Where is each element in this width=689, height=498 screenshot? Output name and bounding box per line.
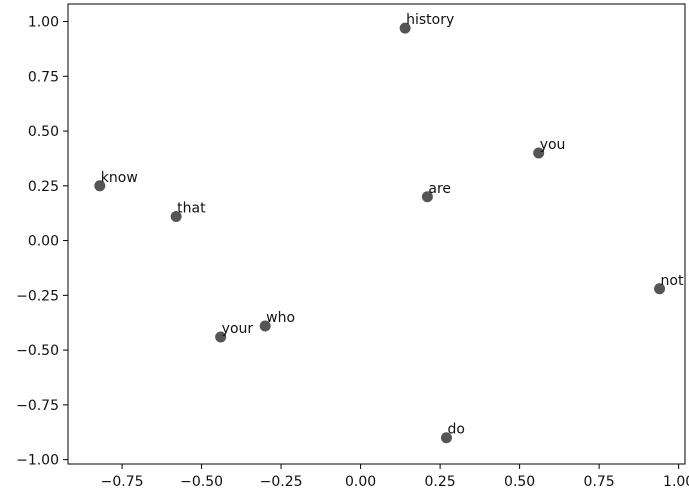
x-tick-label: 0.00: [345, 474, 376, 490]
data-label-that: that: [177, 200, 206, 216]
x-tick-label: 0.75: [584, 474, 615, 490]
y-tick-label: −0.25: [16, 288, 59, 304]
data-label-are: are: [428, 181, 451, 197]
data-label-your: your: [222, 321, 254, 337]
axes: −0.75 −0.50 −0.25 0.00 0.25 0.50 0.75 1.00 −1.00…: [16, 3, 689, 490]
x-tick-label: −0.25: [260, 474, 303, 490]
data-label-do: do: [447, 422, 464, 438]
data-point-know: [94, 180, 106, 192]
data-point-your: [215, 331, 227, 343]
x-tick-label: 1.00: [663, 474, 689, 490]
data-label-not: not: [661, 273, 684, 289]
plot-frame: [67, 3, 686, 465]
data-point-do: [440, 432, 452, 444]
y-tick-label: 0.25: [28, 179, 59, 195]
x-tick-label: 0.25: [425, 474, 456, 490]
data-label-who: who: [266, 310, 295, 326]
data-point-that: [170, 210, 182, 222]
data-label-you: you: [540, 137, 566, 153]
data-point-are: [421, 191, 433, 203]
y-tick-label: −1.00: [16, 453, 59, 469]
data-point-who: [259, 320, 271, 332]
data-point-not: [654, 283, 666, 295]
y-tick-label: 1.00: [28, 15, 59, 31]
y-tick-label: −0.75: [16, 398, 59, 414]
data-point-you: [533, 147, 545, 159]
x-tick-label: −0.75: [101, 474, 144, 490]
data-label-know: know: [101, 170, 138, 186]
data-points: [94, 22, 666, 444]
y-tick-label: 0.00: [28, 234, 59, 250]
data-label-history: history: [406, 12, 454, 28]
x-tick-label: −0.50: [180, 474, 223, 490]
y-tick-label: −0.50: [16, 343, 59, 359]
y-tick-label: 0.50: [28, 124, 59, 140]
data-point-history: [399, 22, 411, 34]
x-tick-label: 0.50: [504, 474, 535, 490]
y-tick-label: 0.75: [28, 69, 59, 85]
